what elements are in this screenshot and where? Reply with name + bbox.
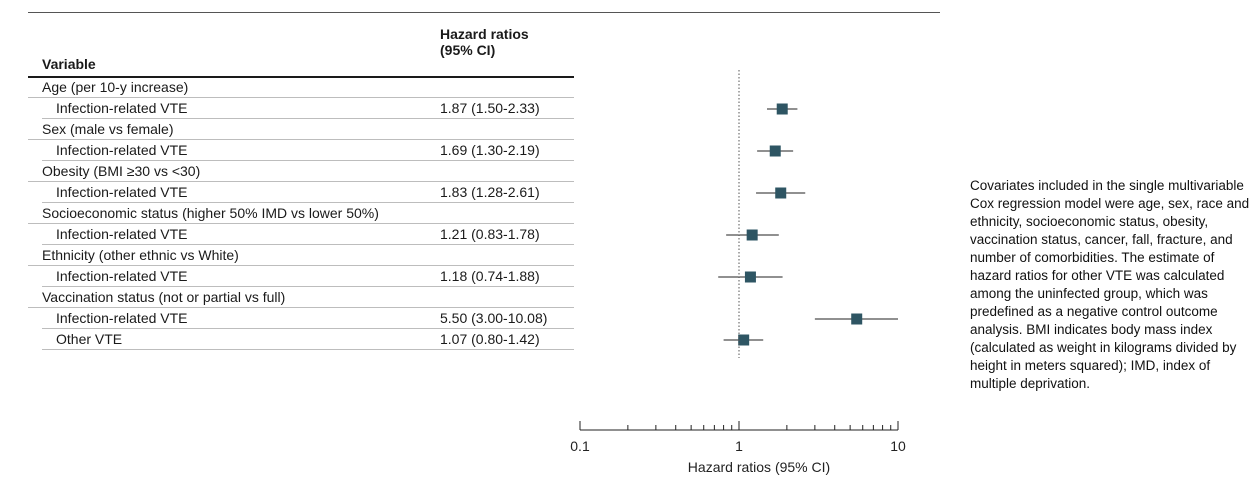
category-row: Vaccination status (not or partial vs fu… (28, 287, 574, 308)
hazard-ratio-value: 1.83 (1.28-2.61) (440, 184, 540, 200)
hazard-ratio-marker (744, 271, 756, 283)
row-separator (42, 244, 574, 245)
outcome-label: Other VTE (56, 331, 123, 347)
x-axis-title: Hazard ratios (95% CI) (688, 459, 830, 475)
hazard-ratio-value: 5.50 (3.00-10.08) (440, 310, 548, 326)
category-label: Obesity (BMI ≥30 vs <30) (42, 163, 201, 179)
header-hazard-ratios-line2: (95% CI) (440, 42, 496, 58)
estimate-row: Other VTE 1.07 (0.80-1.42) (28, 329, 574, 350)
hazard-ratio-marker (776, 103, 788, 115)
x-tick-label: 1 (735, 438, 743, 454)
category-label: Sex (male vs female) (42, 121, 174, 137)
category-row: Ethnicity (other ethnic vs White) (28, 245, 574, 266)
category-label: Vaccination status (not or partial vs fu… (42, 289, 286, 305)
hazard-ratio-value: 1.87 (1.50-2.33) (440, 100, 540, 116)
hazard-ratio-value: 1.18 (0.74-1.88) (440, 268, 540, 284)
row-separator (28, 181, 574, 182)
hazard-ratio-marker (769, 145, 781, 157)
row-separator (28, 307, 574, 308)
top-rule (28, 12, 940, 13)
category-row: Socioeconomic status (higher 50% IMD vs … (28, 203, 574, 224)
header-variable: Variable (42, 56, 96, 72)
hazard-ratio-marker (746, 229, 758, 241)
category-row: Obesity (BMI ≥30 vs <30) (28, 161, 574, 182)
row-separator (42, 349, 574, 350)
hazard-ratio-value: 1.21 (0.83-1.78) (440, 226, 540, 242)
estimate-row: Infection-related VTE 1.21 (0.83-1.78) (28, 224, 574, 245)
row-separator (42, 202, 574, 203)
row-separator (28, 265, 574, 266)
figure-note: Covariates included in the single multiv… (970, 178, 1250, 391)
row-separator (42, 328, 574, 329)
row-separator (28, 139, 574, 140)
category-label: Age (per 10-y increase) (42, 79, 189, 95)
outcome-label: Infection-related VTE (56, 142, 188, 158)
row-separator (42, 286, 574, 287)
estimate-row: Infection-related VTE 1.83 (1.28-2.61) (28, 182, 574, 203)
outcome-label: Infection-related VTE (56, 310, 188, 326)
outcome-label: Infection-related VTE (56, 100, 188, 116)
hazard-ratio-marker (738, 334, 750, 346)
row-separator (42, 160, 574, 161)
category-row: Age (per 10-y increase) (28, 77, 574, 98)
hazard-ratio-marker (851, 313, 863, 325)
estimate-row: Infection-related VTE 1.18 (0.74-1.88) (28, 266, 574, 287)
hazard-ratio-marker (775, 187, 787, 199)
header-hazard-ratios-line1: Hazard ratios (440, 26, 529, 42)
category-label: Ethnicity (other ethnic vs White) (42, 247, 239, 263)
header-rule (28, 76, 574, 78)
outcome-label: Infection-related VTE (56, 226, 188, 242)
row-separator (28, 97, 574, 98)
category-row: Sex (male vs female) (28, 119, 574, 140)
row-separator (28, 223, 574, 224)
row-separator (42, 118, 574, 119)
category-label: Socioeconomic status (higher 50% IMD vs … (42, 205, 379, 221)
x-tick-label: 0.1 (570, 438, 590, 454)
hazard-ratio-value: 1.07 (0.80-1.42) (440, 331, 540, 347)
x-tick-label: 10 (890, 438, 906, 454)
estimate-row: Infection-related VTE 1.87 (1.50-2.33) (28, 98, 574, 119)
outcome-label: Infection-related VTE (56, 268, 188, 284)
outcome-label: Infection-related VTE (56, 184, 188, 200)
hazard-ratio-value: 1.69 (1.30-2.19) (440, 142, 540, 158)
estimate-row: Infection-related VTE 5.50 (3.00-10.08) (28, 308, 574, 329)
estimate-row: Infection-related VTE 1.69 (1.30-2.19) (28, 140, 574, 161)
header-hazard-ratios: Hazard ratios (95% CI) (440, 26, 580, 58)
